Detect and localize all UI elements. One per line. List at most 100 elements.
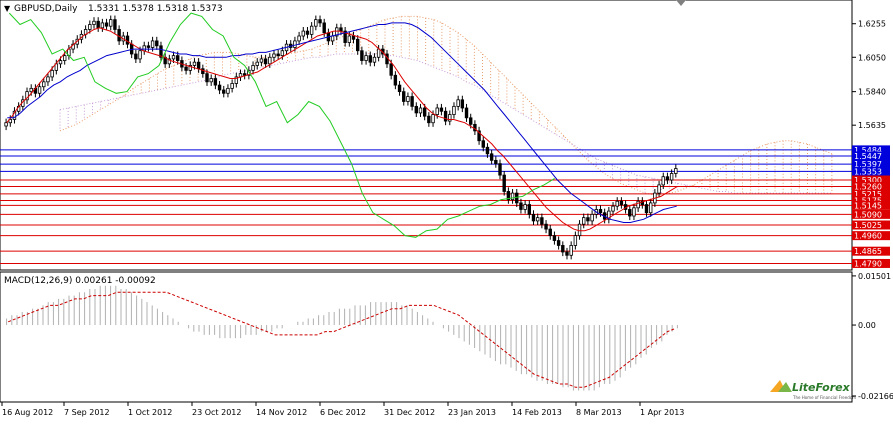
candle-body: [167, 58, 172, 65]
candle-body: [96, 20, 100, 29]
candle-body: [171, 55, 176, 60]
candle-body: [577, 223, 582, 237]
axes: 1.6255 1.6050 1.5840 1.5635 0.01501 0.00 -0.02…: [1, 20, 893, 417]
candle-body: [188, 65, 192, 71]
date-tick-label: 14 Feb 2013: [512, 408, 562, 417]
candle-body: [611, 205, 615, 212]
candle-body: [88, 24, 92, 30]
candle-body: [142, 45, 146, 52]
candle-body: [460, 99, 465, 109]
macd-label: MACD(12,26,9) 0.00261 -0.00092: [4, 276, 156, 286]
price-tick-label: 1.5635: [858, 121, 886, 130]
candle-body: [485, 146, 490, 155]
date-tick-label: 14 Nov 2012: [256, 408, 307, 417]
chart-shift-marker[interactable]: [676, 0, 686, 6]
candle-body: [489, 153, 494, 161]
candle-body: [117, 29, 121, 42]
candle-body: [657, 184, 661, 194]
candle-body: [364, 55, 368, 61]
candle-body: [335, 27, 339, 37]
candle-body: [661, 176, 665, 186]
macd-tick-label: 0.01501: [858, 272, 891, 281]
level-tag-label: 1.5025: [854, 221, 882, 230]
date-tick-label: 1 Oct 2012: [128, 408, 172, 417]
candle-body: [322, 22, 326, 34]
date-tick-label: 1 Apr 2013: [640, 408, 684, 417]
timeframe-icon: ▼: [4, 4, 11, 13]
candle-body: [665, 176, 670, 181]
candle-body: [598, 209, 603, 214]
candle-body: [402, 91, 406, 102]
macd-tick-label: 0.00: [858, 321, 876, 330]
candle-body: [648, 202, 653, 214]
candle-body: [138, 50, 142, 60]
candle-body: [619, 200, 624, 205]
candle-body: [368, 55, 372, 63]
candle-body: [113, 19, 117, 30]
logo-name: LiteForex: [792, 381, 851, 394]
candle-body: [272, 53, 276, 58]
candle-body: [552, 235, 557, 241]
level-tag-label: 1.4865: [854, 247, 882, 256]
level-tag: [852, 182, 890, 192]
macd-plot: [6, 285, 678, 391]
candle-body: [456, 99, 460, 107]
candle-body: [159, 45, 163, 58]
macd-pane: [0, 271, 853, 403]
level-tag: [852, 220, 890, 230]
candle-body: [46, 76, 50, 83]
candle-body: [628, 209, 632, 217]
candle-body: [360, 50, 364, 61]
candle-body: [347, 35, 352, 43]
candle-body: [314, 19, 318, 27]
candle-body: [607, 210, 611, 220]
candle-body: [397, 84, 402, 93]
candle-body: [251, 65, 255, 71]
candle-body: [515, 192, 519, 204]
candle-body: [42, 81, 46, 88]
ohlc-header: 1.5331 1.5378 1.5318 1.5373: [88, 4, 223, 14]
candle-body: [636, 200, 640, 209]
level-tag: [852, 175, 890, 185]
candle-body: [125, 35, 130, 45]
candle-body: [293, 40, 297, 48]
candle-body: [406, 96, 410, 102]
candle-body: [318, 19, 322, 24]
liteforex-logo: LiteForex The Home of Financial Freedom: [770, 380, 856, 400]
candle-body: [477, 130, 481, 142]
date-tick-label: 6 Dec 2012: [320, 408, 366, 417]
candle-body: [527, 204, 532, 215]
candle-body: [4, 122, 8, 127]
candle-body: [150, 40, 155, 48]
candle-body: [556, 240, 561, 246]
candle-body: [418, 107, 423, 114]
logo-mark-icon: [770, 380, 792, 392]
candle-body: [92, 20, 96, 25]
candle-body: [523, 204, 527, 210]
level-tag-label: 1.5447: [854, 152, 882, 161]
candle-body: [301, 30, 305, 37]
candle-body: [205, 73, 209, 83]
candle-body: [155, 40, 159, 47]
candle-body: [104, 22, 109, 27]
candle-body: [510, 192, 515, 201]
kijun-sen-line: [7, 22, 677, 223]
date-tick-label: 16 Aug 2012: [2, 408, 53, 417]
candle-body: [309, 25, 314, 35]
candle-body: [498, 163, 502, 176]
candle-body: [674, 168, 678, 174]
candle-body: [632, 207, 636, 217]
candle-body: [414, 105, 418, 114]
price-tick-label: 1.6050: [858, 53, 886, 62]
candle-body: [569, 245, 573, 256]
candle-body: [263, 58, 268, 65]
candle-body: [565, 251, 569, 256]
candle-body: [372, 56, 377, 63]
candle-body: [184, 66, 188, 71]
candle-body: [435, 107, 439, 115]
candle-body: [376, 48, 381, 58]
candle-body: [427, 115, 431, 124]
candle-body: [640, 200, 645, 205]
